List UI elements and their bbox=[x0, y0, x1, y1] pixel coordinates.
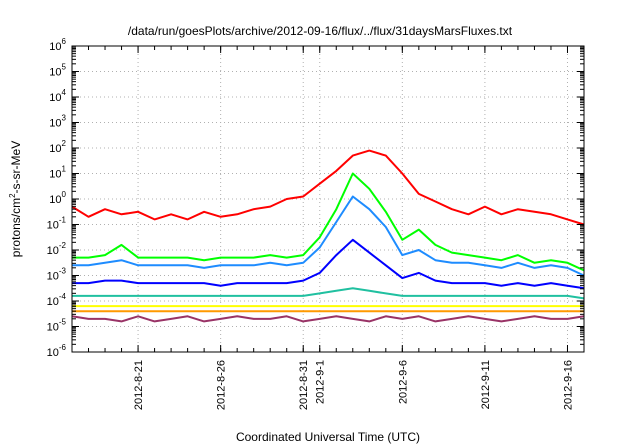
y-tick-label: 106 bbox=[49, 37, 66, 53]
y-tick-label: 10-1 bbox=[47, 216, 67, 232]
y-tick-label: 100 bbox=[49, 190, 66, 206]
x-tick-label: 2012-8-31 bbox=[298, 360, 310, 410]
series-line-5 bbox=[72, 287, 585, 300]
y-tick-label: 103 bbox=[49, 114, 66, 130]
y-tick-label: 102 bbox=[49, 139, 66, 155]
y-tick-label: 104 bbox=[49, 88, 66, 104]
y-tick-label: 105 bbox=[49, 63, 66, 79]
x-tick-label: 2012-8-21 bbox=[133, 360, 145, 410]
y-tick-label: 10-4 bbox=[47, 292, 67, 308]
series-lines bbox=[71, 149, 585, 323]
grid bbox=[72, 46, 584, 352]
series-line-3 bbox=[72, 195, 585, 277]
y-tick-label: 10-5 bbox=[47, 318, 67, 334]
x-tick-label: 2012-9-16 bbox=[562, 360, 574, 410]
x-tick-label: 2012-9-1 bbox=[315, 360, 327, 404]
y-tick-label: 101 bbox=[49, 165, 66, 181]
x-tick-label: 2012-9-6 bbox=[397, 360, 409, 404]
x-axis-label: Coordinated Universal Time (UTC) bbox=[236, 430, 420, 444]
x-tick-label: 2012-9-11 bbox=[480, 360, 492, 409]
series-line-1 bbox=[71, 149, 585, 226]
chart-title: /data/run/goesPlots/archive/2012-09-16/f… bbox=[128, 24, 513, 38]
y-axis-label: protons/cm2-s-sr-MeV bbox=[8, 141, 23, 257]
x-tick-label: 2012-8-26 bbox=[216, 360, 228, 410]
y-tick-label: 10-3 bbox=[47, 267, 67, 283]
series-line-2 bbox=[72, 172, 585, 272]
y-tick-label: 10-2 bbox=[47, 241, 67, 257]
series-line-4 bbox=[72, 238, 585, 290]
y-tick-label: 10-6 bbox=[47, 343, 67, 359]
axes: 10-6 10-5 10-4 10-3 10-2 10-1 100 101 102 103 104 1… bbox=[47, 37, 584, 410]
series-line-8 bbox=[71, 315, 585, 323]
